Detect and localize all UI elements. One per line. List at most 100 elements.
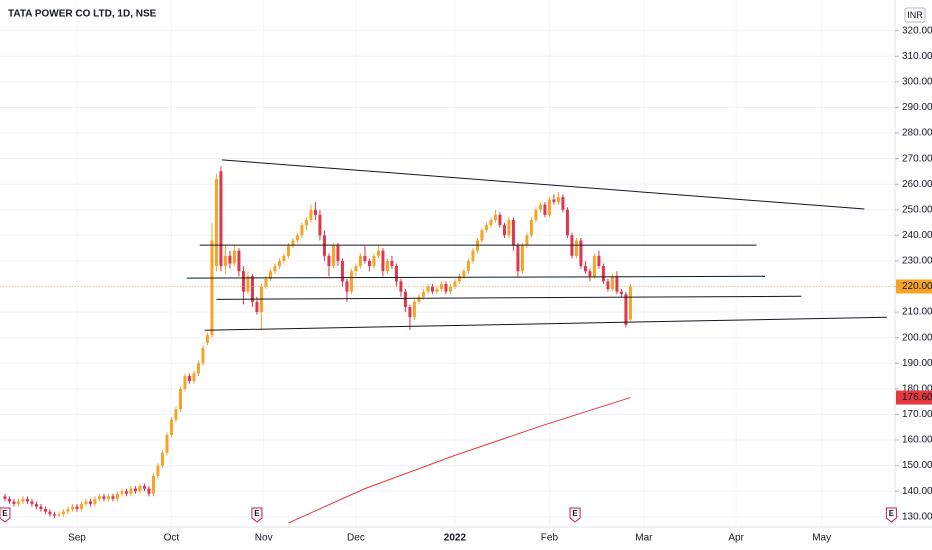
candle-body	[255, 301, 259, 313]
candle-body	[201, 347, 205, 364]
event-label: E	[2, 509, 8, 518]
candle-body	[192, 373, 196, 382]
candle-body	[7, 498, 11, 502]
candle-body	[309, 209, 313, 221]
candle-body	[129, 488, 133, 494]
event-label: E	[889, 509, 895, 518]
y-tick-label: 300.00	[902, 77, 932, 88]
trend-line	[186, 275, 765, 279]
candle-body	[561, 196, 565, 210]
candle-body	[93, 498, 97, 504]
candle-body	[16, 501, 20, 504]
candle-body	[232, 250, 236, 264]
candle-body	[570, 235, 574, 256]
candle-body	[624, 294, 628, 325]
y-tick-label: 290.00	[902, 102, 932, 113]
candle-body	[52, 514, 56, 516]
candle-body	[606, 281, 610, 290]
candle-body	[282, 255, 286, 261]
candle-body	[498, 214, 502, 226]
candle-body	[61, 511, 65, 515]
candle-body	[520, 245, 524, 272]
candle-body	[390, 260, 394, 267]
candle-body	[133, 488, 137, 492]
candle-body	[367, 260, 371, 267]
candle-body	[345, 281, 349, 292]
candle-body	[538, 204, 542, 210]
candle-body	[358, 255, 362, 267]
candle-body	[147, 488, 151, 494]
candle-body	[331, 245, 335, 267]
chart-title: TATA POWER CO LTD, 1D, NSE	[8, 9, 157, 20]
candle-body	[592, 255, 596, 277]
x-tick-label: May	[812, 533, 831, 544]
x-tick-label: Apr	[728, 533, 744, 544]
candle-body	[493, 214, 497, 221]
y-tick-label: 210.00	[902, 307, 932, 318]
candle-body	[169, 419, 173, 435]
candle-body	[313, 209, 317, 215]
x-tick-label: Mar	[635, 533, 653, 544]
candle-body	[273, 266, 277, 272]
last-price-box	[896, 279, 932, 294]
candle-body	[565, 209, 569, 236]
candle-body	[615, 276, 619, 292]
candle-body	[372, 255, 376, 267]
candle-body	[3, 496, 7, 499]
candle-body	[111, 496, 115, 499]
candle-body	[79, 503, 83, 510]
candle-body	[12, 501, 16, 504]
candle-body	[507, 220, 511, 236]
grid	[0, 30, 895, 518]
candle-body	[151, 475, 155, 494]
candle-body	[160, 452, 164, 466]
y-tick-label: 240.00	[902, 230, 932, 241]
y-tick-label: 150.00	[902, 460, 932, 471]
candle-body	[529, 220, 533, 236]
candle-body	[187, 376, 191, 382]
y-tick-label: 320.00	[902, 25, 932, 36]
event-marker	[569, 507, 581, 523]
candle-body	[394, 266, 398, 282]
candle-body	[601, 266, 605, 282]
x-tick-label: Sep	[68, 533, 86, 544]
y-tick-label: 260.00	[902, 179, 932, 190]
currency-box	[904, 7, 926, 23]
candle-body	[286, 245, 290, 256]
ma-price-label: 176.60	[902, 392, 932, 403]
candle-body	[138, 486, 142, 492]
y-tick-label: 230.00	[902, 256, 932, 267]
candle-body	[291, 240, 295, 246]
y-tick-label: 200.00	[902, 332, 932, 343]
candle-body	[583, 266, 587, 272]
y-tick-label: 130.00	[902, 511, 932, 522]
candle-body	[295, 235, 299, 241]
candle-body	[471, 250, 475, 261]
candle-body	[579, 240, 583, 267]
x-tick-label: Feb	[541, 533, 559, 544]
candle-body	[597, 255, 601, 267]
candle-body	[480, 230, 484, 241]
candle-body	[525, 235, 529, 246]
candle-body	[196, 363, 200, 374]
candle-body	[237, 250, 241, 272]
y-tick-label: 180.00	[902, 383, 932, 394]
candle-body	[511, 220, 515, 246]
candle-body	[403, 291, 407, 307]
trend-line	[221, 159, 865, 210]
candle-body	[228, 255, 232, 264]
candle-body	[102, 496, 106, 499]
candle-body	[142, 486, 146, 489]
trend-line	[204, 316, 887, 331]
candle-body	[223, 255, 227, 267]
candle-body	[381, 250, 385, 272]
candle-body	[21, 498, 25, 502]
candle-body	[75, 506, 79, 510]
candle-body	[457, 276, 461, 282]
x-tick-label: Dec	[347, 533, 365, 544]
candle-body	[57, 514, 61, 516]
candle-body	[556, 196, 560, 203]
candle-body	[489, 220, 493, 226]
candle-body	[48, 511, 52, 515]
